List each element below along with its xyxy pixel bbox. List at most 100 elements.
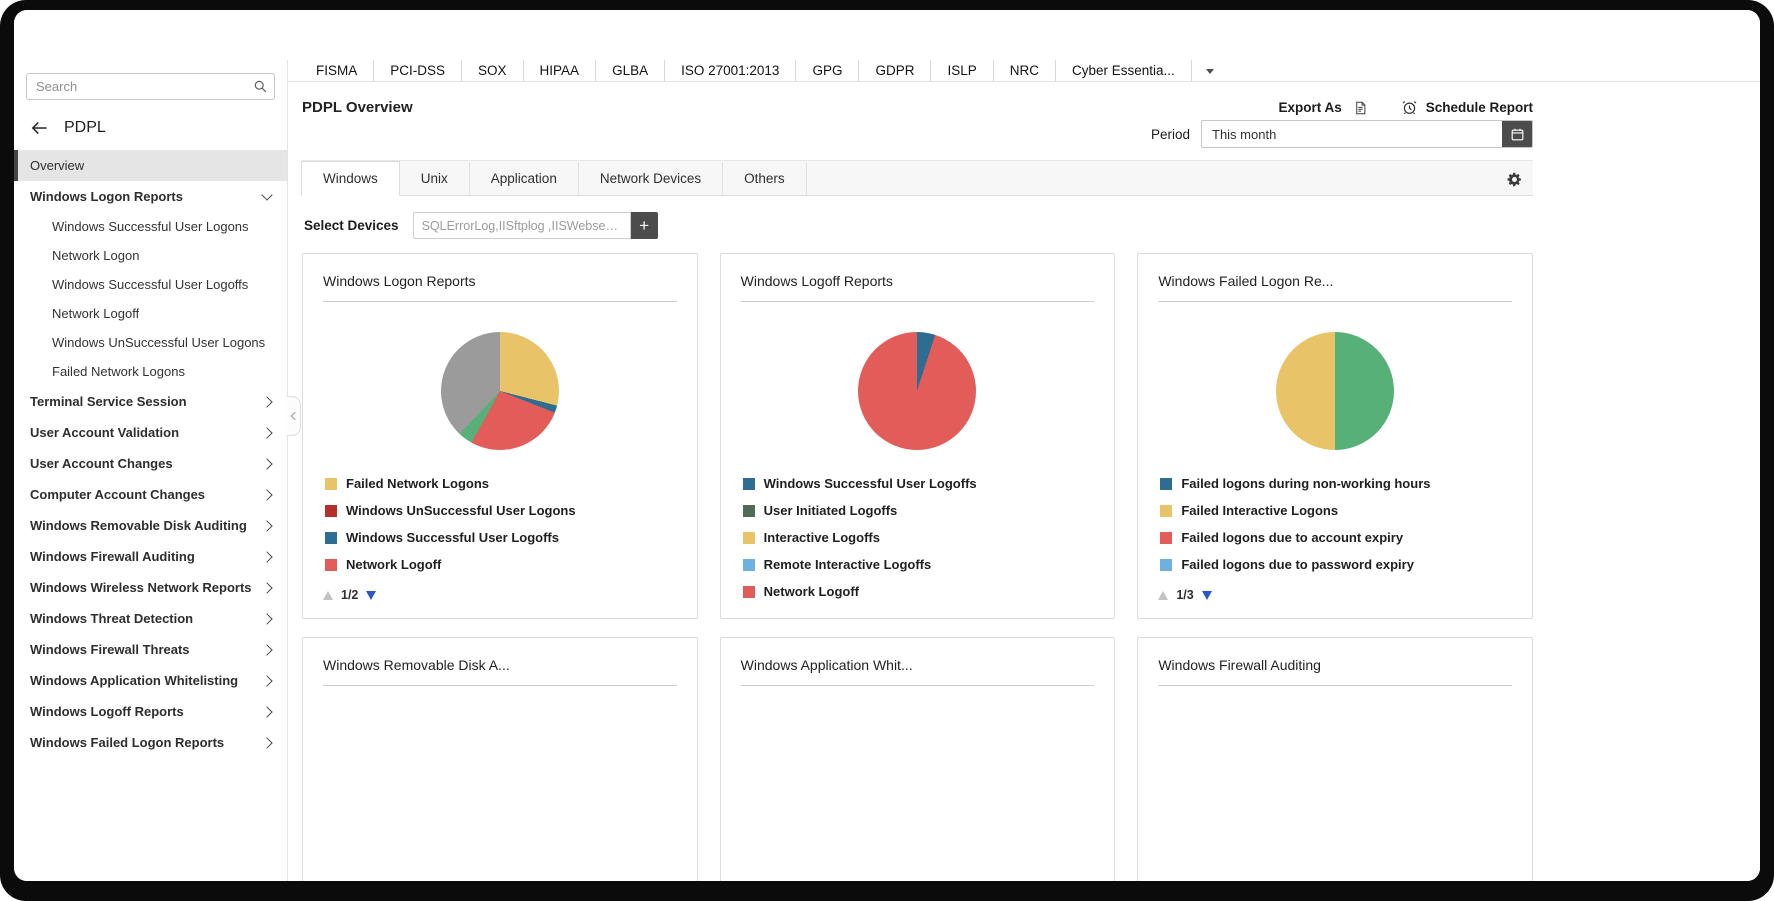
calendar-button[interactable] — [1502, 121, 1532, 147]
page-header: PDPL Overview Export As — [302, 99, 1533, 116]
page-down-icon[interactable] — [1201, 590, 1212, 600]
legend-item: Failed Network Logons — [325, 476, 675, 491]
divider — [1158, 301, 1512, 302]
divider — [1158, 685, 1512, 686]
sidebar-item-failed-network-logons[interactable]: Failed Network Logons — [14, 357, 287, 386]
search-box — [26, 73, 275, 100]
export-as-button[interactable]: Export As — [1278, 100, 1342, 115]
sidebar-item-windows-threat-detection[interactable]: Windows Threat Detection — [14, 603, 287, 634]
sidebar-item-label: Overview — [30, 158, 85, 173]
sidebar-item-network-logoff[interactable]: Network Logoff — [14, 299, 287, 328]
tab-windows[interactable]: Windows — [301, 161, 400, 196]
window-top-spacer — [14, 10, 1760, 60]
view-tabbar: Windows Unix Application Network Devices Oth… — [301, 161, 1506, 196]
main-inner: PDPL Overview Export As — [288, 82, 1533, 881]
legend-item: User Initiated Logoffs — [742, 503, 1093, 518]
sidebar-header: PDPL — [14, 100, 287, 150]
period-label: Period — [1150, 126, 1190, 142]
schedule-report-button[interactable]: Schedule Report — [1401, 99, 1533, 116]
sidebar-item-overview[interactable]: Overview — [14, 150, 287, 181]
search-icon[interactable] — [253, 79, 268, 94]
sidebar-item-computer-account-changes[interactable]: Computer Account Changes — [14, 479, 287, 510]
compliance-bar: FISMA PCI-DSS SOX HIPAA GLBA ISO 27001:2013 GP… — [288, 60, 1760, 82]
sidebar-item-label: Windows Logon Reports — [30, 189, 183, 204]
legend-item: Windows Successful User Logoffs — [325, 530, 675, 545]
sidebar-item-label: Failed Network Logons — [52, 364, 185, 379]
page-down-icon[interactable] — [366, 590, 377, 600]
compliance-tab-pci-dss[interactable]: PCI-DSS — [374, 60, 463, 81]
chevron-right-icon — [261, 457, 273, 470]
add-device-button[interactable]: + — [630, 212, 658, 239]
sidebar-item-windows-logoff-reports[interactable]: Windows Logoff Reports — [14, 696, 287, 727]
legend-label: Windows Successful User Logoffs — [346, 530, 559, 545]
card-title: Windows Application Whit... — [740, 657, 913, 673]
report-card-windows-failed-logon-re: Windows Failed Logon Re... Failed logons … — [1137, 253, 1533, 619]
divider — [740, 301, 1095, 302]
sidebar-item-user-account-validation[interactable]: User Account Validation — [14, 417, 287, 448]
legend-item: Failed logons during non-working hours — [1160, 476, 1510, 491]
sidebar-item-windows-successful-user-logoffs[interactable]: Windows Successful User Logoffs — [14, 270, 287, 299]
legend-item: Interactive Logoffs — [742, 530, 1093, 545]
legend-swatch — [325, 477, 337, 490]
legend-label: Interactive Logoffs — [763, 530, 880, 545]
page-up-icon[interactable] — [323, 590, 333, 600]
legend-swatch — [742, 558, 755, 571]
sidebar-item-windows-failed-logon-reports[interactable]: Windows Failed Logon Reports — [14, 727, 287, 758]
chevron-right-icon — [261, 643, 273, 656]
search-input[interactable] — [26, 73, 275, 100]
compliance-tab-glba[interactable]: GLBA — [596, 60, 666, 81]
export-file-icon[interactable] — [1353, 100, 1368, 116]
tab-others[interactable]: Others — [723, 162, 807, 195]
sidebar-item-windows-successful-user-logons[interactable]: Windows Successful User Logons — [14, 212, 287, 241]
legend-label: Windows Successful User Logoffs — [763, 476, 977, 491]
compliance-tab-sox[interactable]: SOX — [462, 60, 524, 81]
pie-chart — [1276, 332, 1395, 450]
tab-unix[interactable]: Unix — [399, 162, 470, 195]
compliance-tab-cyber-essentia[interactable]: Cyber Essentia... — [1056, 60, 1192, 81]
sidebar-item-label: Windows Application Whitelisting — [30, 673, 239, 688]
legend: Windows Successful User Logoffs User Init… — [739, 476, 1097, 599]
sidebar-item-windows-firewall-auditing[interactable]: Windows Firewall Auditing — [14, 541, 287, 572]
legend-item: Network Logoff — [742, 584, 1093, 599]
sidebar-item-windows-logon-reports[interactable]: Windows Logon Reports — [14, 181, 287, 212]
period-select[interactable]: This month — [1201, 120, 1533, 148]
header-actions: Export As Schedule Report — [1278, 99, 1533, 116]
gear-icon[interactable] — [1506, 171, 1533, 195]
sidebar-collapse-handle[interactable] — [286, 396, 301, 436]
legend-swatch — [742, 585, 755, 598]
back-arrow-icon[interactable] — [30, 120, 49, 136]
compliance-more-button[interactable] — [1192, 61, 1228, 81]
legend-item: Remote Interactive Logoffs — [742, 557, 1093, 572]
compliance-tab-islp[interactable]: ISLP — [931, 60, 994, 81]
sidebar-item-windows-unsuccessful-user-logons[interactable]: Windows UnSuccessful User Logons — [14, 328, 287, 357]
divider — [323, 301, 677, 302]
chevron-right-icon — [261, 674, 273, 687]
compliance-tab-fisma[interactable]: FISMA — [300, 60, 375, 81]
sidebar-item-label: Windows Failed Logon Reports — [30, 735, 225, 750]
sidebar-item-user-account-changes[interactable]: User Account Changes — [14, 448, 287, 479]
compliance-tab-gdpr[interactable]: GDPR — [859, 60, 932, 81]
sidebar-item-windows-application-whitelisting[interactable]: Windows Application Whitelisting — [14, 665, 287, 696]
legend-label: Windows UnSuccessful User Logons — [346, 503, 576, 518]
tab-network-devices[interactable]: Network Devices — [578, 162, 724, 195]
sidebar-item-windows-firewall-threats[interactable]: Windows Firewall Threats — [14, 634, 287, 665]
sidebar-item-terminal-service-session[interactable]: Terminal Service Session — [14, 386, 287, 417]
legend-label: Failed logons due to password expiry — [1181, 557, 1414, 572]
tab-application[interactable]: Application — [469, 162, 579, 195]
compliance-tab-hipaa[interactable]: HIPAA — [524, 60, 597, 81]
sidebar-item-network-logon[interactable]: Network Logon — [14, 241, 287, 270]
sidebar-item-label: Windows Successful User Logons — [52, 219, 249, 234]
legend-item: Failed Interactive Logons — [1160, 503, 1510, 518]
compliance-tab-iso-27001-2013[interactable]: ISO 27001:2013 — [665, 60, 797, 81]
compliance-tab-nrc[interactable]: NRC — [994, 60, 1056, 81]
card-title: Windows Logoff Reports — [740, 273, 893, 289]
chevron-left-icon — [290, 411, 299, 421]
sidebar-item-windows-wireless-network-reports[interactable]: Windows Wireless Network Reports — [14, 572, 287, 603]
select-devices-input[interactable]: SQLErrorLog,IISftplog ,IISWebserver ... — [412, 212, 631, 239]
report-card-windows-logoff-reports: Windows Logoff Reports Windows Successful… — [719, 253, 1116, 619]
compliance-tab-gpg[interactable]: GPG — [796, 60, 860, 81]
sidebar-item-windows-removable-disk-auditing[interactable]: Windows Removable Disk Auditing — [14, 510, 287, 541]
page-up-icon[interactable] — [1158, 590, 1169, 600]
pie-chart — [440, 332, 559, 450]
sidebar-item-label: Windows Removable Disk Auditing — [30, 518, 247, 533]
